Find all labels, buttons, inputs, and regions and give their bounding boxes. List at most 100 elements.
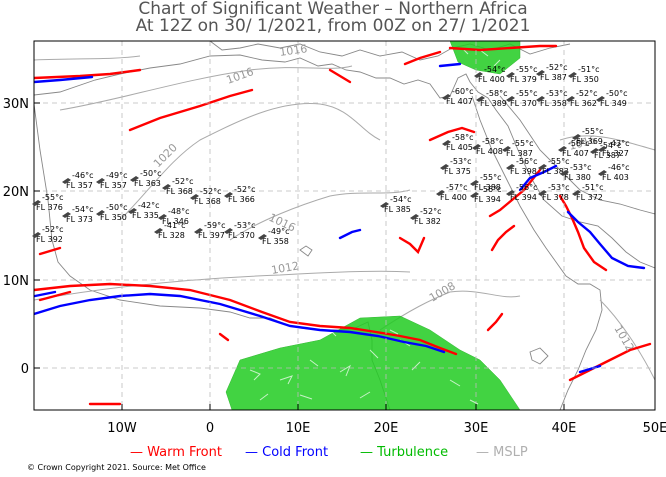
station-marker: -55°cFL 376 <box>32 193 63 212</box>
station-temperature: -53°c <box>546 89 567 98</box>
warm-front <box>568 342 652 382</box>
jet-barb-icon <box>62 212 71 218</box>
jet-barb-icon <box>190 194 199 200</box>
x-tick-label: 50E <box>643 421 666 436</box>
station-temperature: -46°c <box>72 171 93 180</box>
jet-barb-icon <box>130 176 139 182</box>
station-temperature: -41°c <box>164 221 185 230</box>
warm-front <box>398 236 426 255</box>
station-flight-level: FL 387 <box>540 73 567 82</box>
station-temperature: -54°c <box>390 195 411 204</box>
station-temperature: -58°c <box>568 139 589 148</box>
legend-turbulence: — Turbulence <box>360 445 449 460</box>
isobar-label: 1016 <box>279 42 309 59</box>
jet-barb-icon <box>380 202 389 208</box>
legend-cold-front: — Cold Front <box>245 445 329 460</box>
chart-subtitle: At 12Z on 30/ 1/2021, from 00Z on 27/ 1/… <box>135 16 531 36</box>
chart-title: Chart of Significant Weather – Northern … <box>138 0 528 19</box>
station-marker: -55°cFL 383 <box>538 157 569 176</box>
station-temperature: -59°c <box>204 221 225 230</box>
jet-barb-icon <box>96 210 105 216</box>
cold-front <box>578 364 602 374</box>
jet-barb-icon <box>598 146 607 152</box>
station-flight-level: FL 375 <box>444 167 471 176</box>
station-marker: -52°cFL 362 <box>566 89 597 108</box>
station-marker: -52°cFL 392 <box>32 225 63 244</box>
y-tick-label: 0 <box>21 362 29 377</box>
station-marker: -54°cFL 400 <box>474 65 505 84</box>
cold-front <box>518 164 558 192</box>
station-temperature: -50°c <box>140 169 161 178</box>
y-tick-label: 30N <box>3 97 29 112</box>
station-flight-level: FL 379 <box>510 75 537 84</box>
jet-barb-icon <box>224 228 233 234</box>
jet-barb-icon <box>506 72 515 78</box>
jet-barb-icon <box>128 208 137 214</box>
jet-barb-icon <box>590 148 599 154</box>
station-temperature: -49°c <box>106 171 127 180</box>
station-temperature: -43°c <box>608 139 629 148</box>
station-marker: -49°cFL 358 <box>258 227 289 246</box>
station-flight-level: FL 350 <box>572 75 599 84</box>
x-tick-label: 10W <box>107 421 137 436</box>
warm-front <box>486 312 504 332</box>
station-temperature: -56°c <box>516 157 537 166</box>
lake <box>299 245 313 257</box>
x-tick-label: 30E <box>464 421 489 436</box>
jet-barb-icon <box>158 214 167 220</box>
isobar-label: 1016 <box>225 65 256 87</box>
station-marker: -53°cFL 358 <box>536 89 567 108</box>
jet-barb-icon <box>32 200 41 206</box>
station-flight-level: FL 403 <box>602 173 629 182</box>
station-temperature: -54°c <box>72 205 93 214</box>
jet-barb-icon <box>442 140 451 146</box>
lake-victoria <box>529 347 549 365</box>
jet-barb-icon <box>32 232 41 238</box>
station-flight-level: FL 370 <box>228 231 255 240</box>
station-marker: -52°cFL 382 <box>410 207 441 226</box>
station-flight-level: FL 350 <box>100 213 127 222</box>
isobar-label: 1008 <box>427 279 458 304</box>
station-flight-level: FL 407 <box>446 97 473 106</box>
station-flight-level: FL 368 <box>194 197 221 206</box>
station-flight-level: FL 383 <box>542 167 569 176</box>
cold-front <box>34 75 94 84</box>
station-marker: -55°cFL 388 <box>470 173 501 192</box>
jet-barb-icon <box>502 146 511 152</box>
coastline-arabia <box>499 95 655 215</box>
station-marker: -46°cFL 357 <box>62 171 93 190</box>
x-tick-label: 10E <box>286 421 311 436</box>
station-temperature: -52°c <box>420 207 441 216</box>
station-flight-level: FL 370 <box>510 99 537 108</box>
jet-barb-icon <box>506 190 515 196</box>
station-flight-level: FL 397 <box>198 231 225 240</box>
station-flight-level: FL 394 <box>510 193 537 202</box>
station-temperature: -53°c <box>570 163 591 172</box>
jet-barb-icon <box>596 96 605 102</box>
station-flight-level: FL 385 <box>384 205 411 214</box>
station-flight-level: FL 349 <box>600 99 627 108</box>
station-temperature: -56°c <box>480 185 501 194</box>
station-temperature: -60°c <box>452 87 473 96</box>
legend-warm-front: — Warm Front <box>130 445 222 460</box>
station-flight-level: FL 392 <box>36 235 63 244</box>
station-marker: -43°cFL 327 <box>598 139 629 158</box>
station-marker: -56°cFL 398 <box>506 157 537 176</box>
station-flight-level: FL 387 <box>506 149 533 158</box>
station-marker: -41°cFL 328 <box>154 221 185 240</box>
station-flight-level: FL 368 <box>166 187 193 196</box>
station-flight-level: FL 407 <box>562 149 589 158</box>
station-marker: -55°cFL 370 <box>506 89 537 108</box>
station-flight-level: FL 327 <box>602 149 629 158</box>
copyright: © Crown Copyright 2021. Source: Met Offi… <box>27 463 206 472</box>
station-flight-level: FL 380 <box>564 173 591 182</box>
cold-front <box>338 228 362 240</box>
station-marker: -50°cFL 349 <box>596 89 627 108</box>
station-flight-level: FL 363 <box>134 179 161 188</box>
station-temperature: -53°c <box>450 157 471 166</box>
jet-barb-icon <box>538 164 547 170</box>
jet-barb-icon <box>224 192 233 198</box>
station-temperature: -57°c <box>446 183 467 192</box>
warm-front <box>428 126 476 142</box>
jet-barb-icon <box>536 70 545 76</box>
